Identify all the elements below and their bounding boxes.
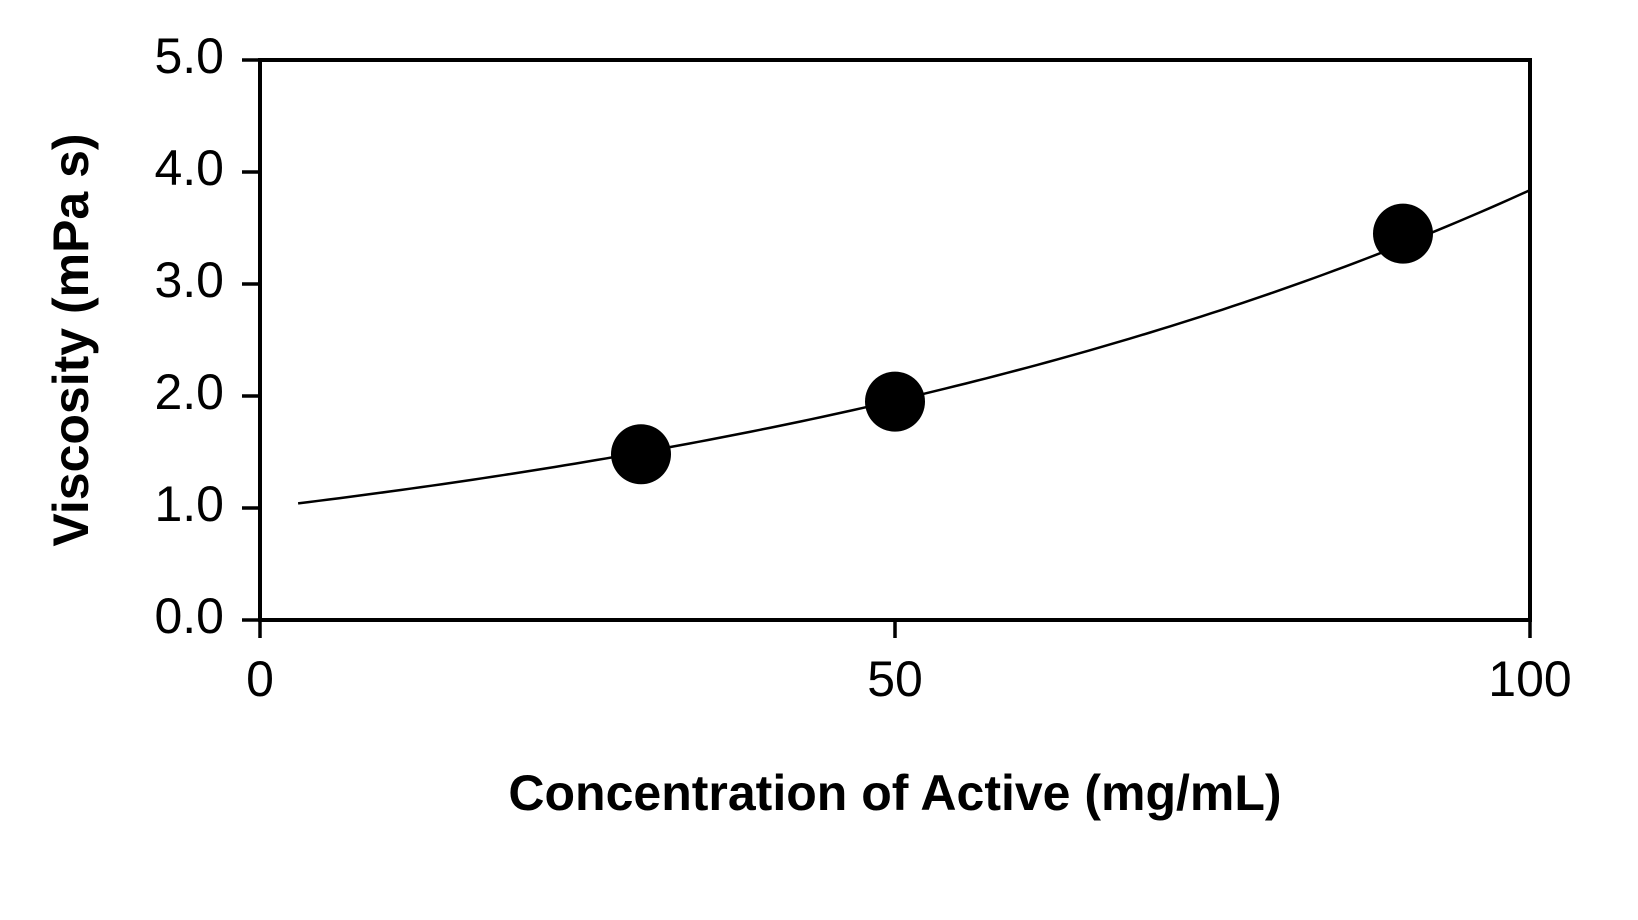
x-tick-label: 100 [1488,651,1571,707]
y-tick-label: 2.0 [154,364,224,420]
y-tick-label: 0.0 [154,588,224,644]
y-tick-label: 5.0 [154,28,224,84]
data-point [611,424,671,484]
x-tick-label: 0 [246,651,274,707]
y-axis-label: Viscosity (mPa s) [43,133,99,546]
y-tick-label: 1.0 [154,476,224,532]
data-point [865,372,925,432]
y-tick-label: 3.0 [154,252,224,308]
chart-container: 0.0 1.0 2.0 3.0 4.0 5.0 0 50 100 Viscosity (mPa s… [20,20,1638,900]
x-tick-label: 50 [867,651,923,707]
y-tick-label: 4.0 [154,140,224,196]
viscosity-chart: 0.0 1.0 2.0 3.0 4.0 5.0 0 50 100 Viscosity (mPa s… [20,20,1638,900]
data-point [1373,204,1433,264]
x-axis-label: Concentration of Active (mg/mL) [508,765,1281,821]
